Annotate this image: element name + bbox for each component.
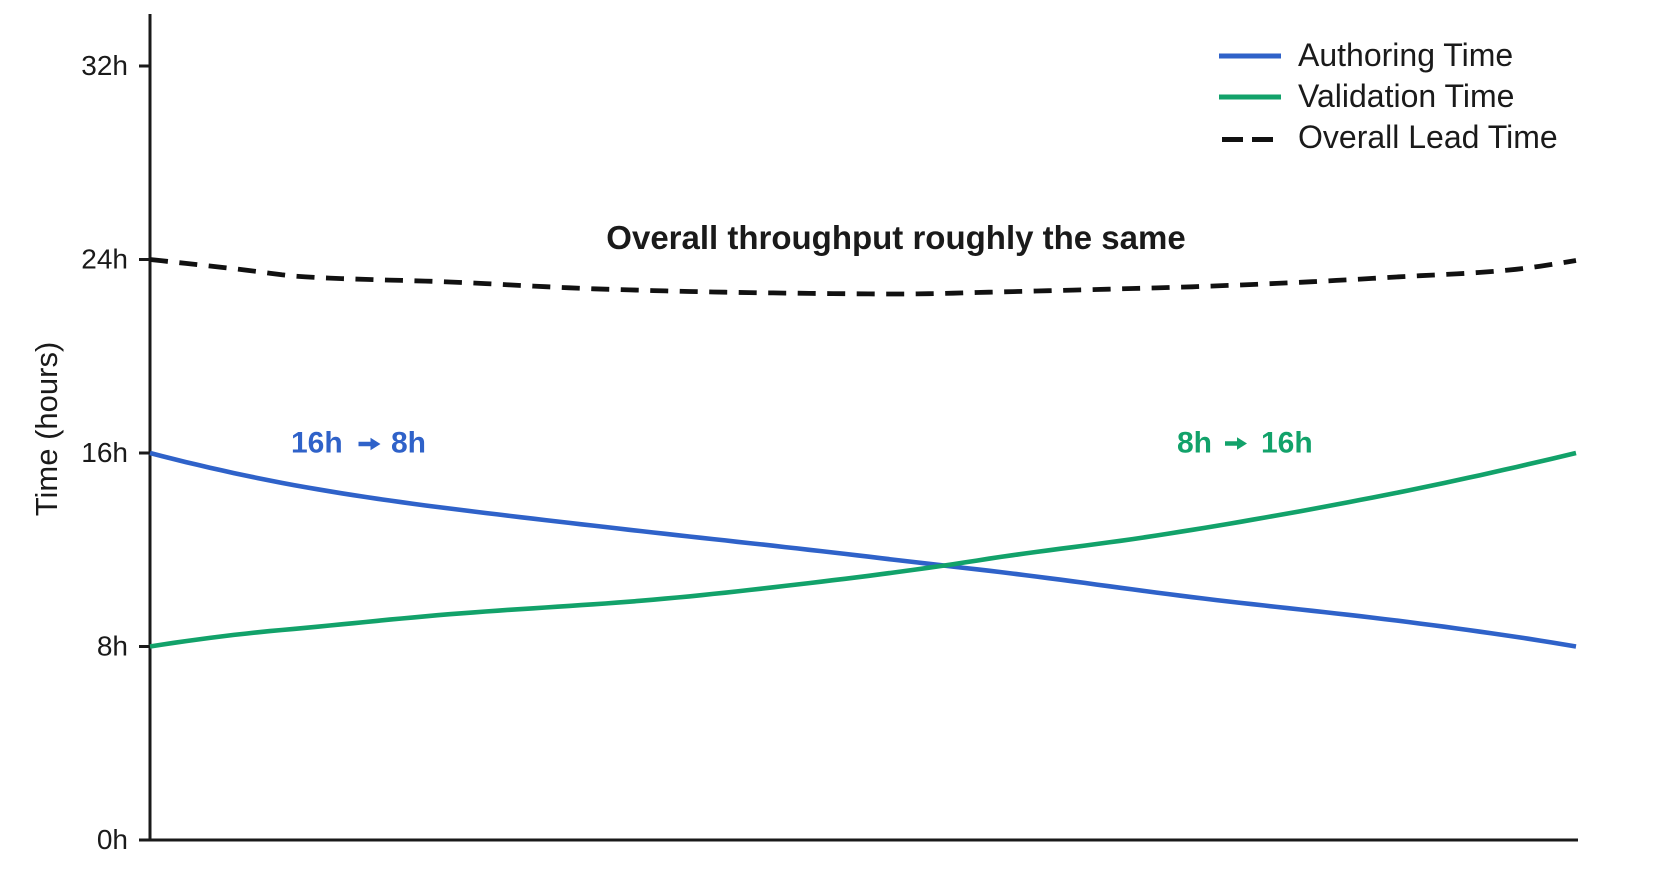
svg-text:8h: 8h [1177, 427, 1212, 460]
svg-text:8h: 8h [391, 427, 426, 460]
svg-text:Authoring Time: Authoring Time [1298, 37, 1513, 73]
svg-text:24h: 24h [81, 244, 128, 275]
svg-text:Overall throughput roughly the: Overall throughput roughly the same [606, 219, 1185, 256]
svg-text:Validation Time: Validation Time [1298, 78, 1514, 114]
svg-text:0h: 0h [97, 824, 128, 855]
svg-text:16h: 16h [291, 427, 343, 460]
svg-text:16h: 16h [1261, 427, 1313, 460]
svg-text:Time (hours): Time (hours) [29, 342, 64, 517]
svg-text:Overall Lead Time: Overall Lead Time [1298, 119, 1558, 155]
svg-text:16h: 16h [81, 437, 128, 468]
svg-text:32h: 32h [81, 50, 128, 81]
svg-text:8h: 8h [97, 631, 128, 662]
